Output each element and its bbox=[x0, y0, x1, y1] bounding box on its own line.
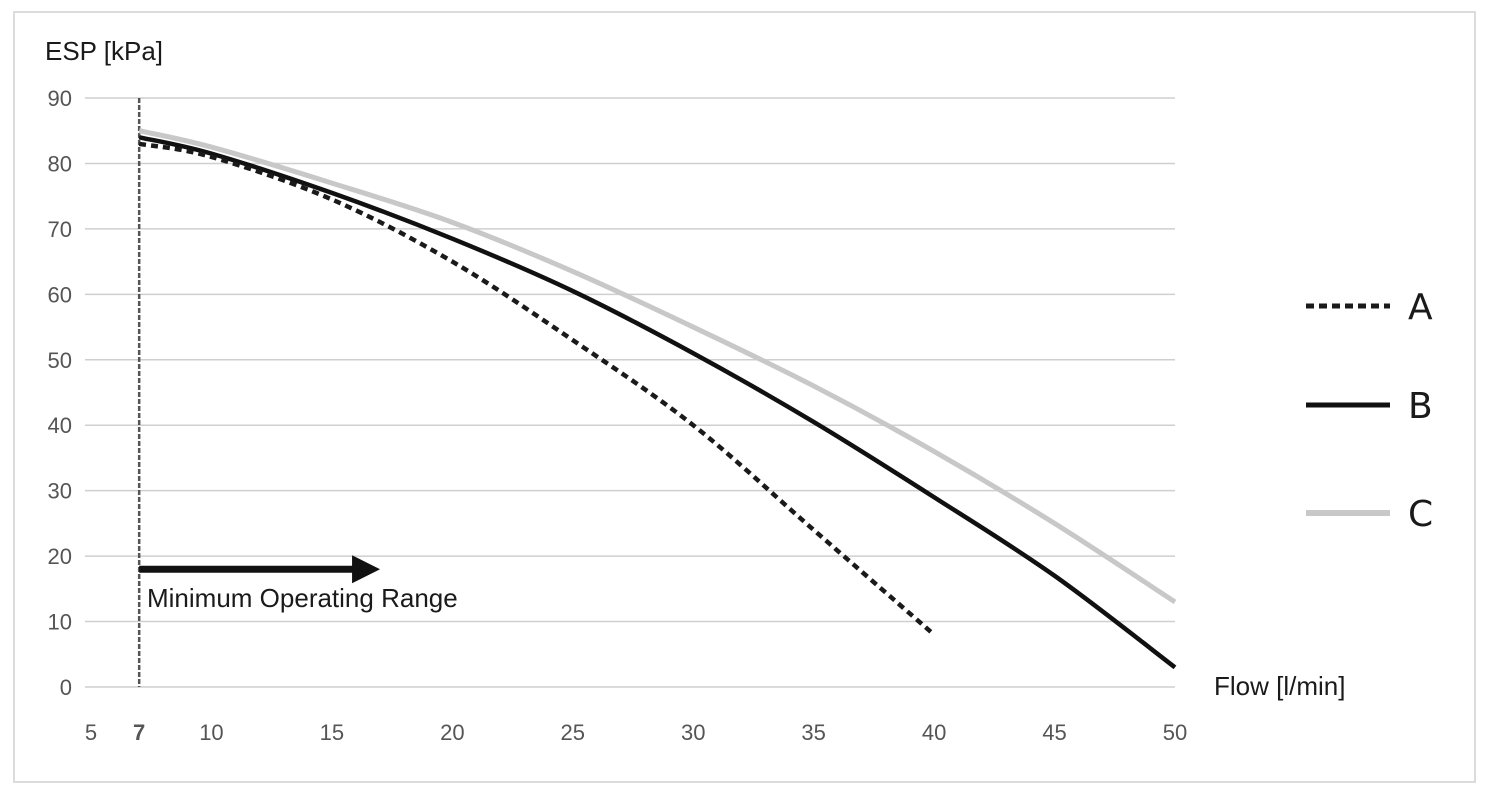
x-tick-40: 40 bbox=[922, 720, 946, 745]
annotation-text: Minimum Operating Range bbox=[147, 583, 458, 613]
x-tick-10: 10 bbox=[199, 720, 223, 745]
x-tick-50: 50 bbox=[1163, 720, 1187, 745]
legend-label-b: B bbox=[1408, 386, 1433, 427]
y-tick-labels: 0 10 20 30 40 50 60 70 80 90 bbox=[48, 86, 72, 700]
x-tick-15: 15 bbox=[320, 720, 344, 745]
x-tick-35: 35 bbox=[801, 720, 825, 745]
y-tick-30: 30 bbox=[48, 479, 72, 504]
x-tick-7: 7 bbox=[133, 720, 145, 745]
y-axis-label: ESP [kPa] bbox=[45, 36, 163, 66]
y-tick-0: 0 bbox=[60, 675, 72, 700]
y-tick-70: 70 bbox=[48, 217, 72, 242]
grid-lines bbox=[85, 97, 1175, 688]
y-tick-40: 40 bbox=[48, 413, 72, 438]
x-axis-label: Flow [l/min] bbox=[1214, 671, 1345, 701]
legend-label-c: C bbox=[1408, 494, 1433, 535]
series-line-a bbox=[138, 141, 936, 637]
y-tick-60: 60 bbox=[48, 282, 72, 307]
x-tick-labels: 5 7 10 15 20 25 30 35 40 45 50 bbox=[85, 720, 1187, 745]
y-tick-80: 80 bbox=[48, 151, 72, 176]
legend-label-a: A bbox=[1408, 287, 1433, 328]
y-tick-10: 10 bbox=[48, 610, 72, 635]
series-lines bbox=[138, 128, 1177, 670]
series-line-b bbox=[138, 135, 1177, 670]
x-tick-45: 45 bbox=[1042, 720, 1066, 745]
y-tick-20: 20 bbox=[48, 544, 72, 569]
x-tick-25: 25 bbox=[561, 720, 585, 745]
legend: A B C bbox=[1306, 287, 1433, 535]
range-arrow-head bbox=[352, 555, 381, 584]
x-tick-5: 5 bbox=[85, 720, 97, 745]
y-tick-90: 90 bbox=[48, 86, 72, 111]
series-line-c bbox=[138, 128, 1177, 605]
operating-range-annotation: Minimum Operating Range bbox=[139, 555, 458, 613]
chart-frame bbox=[13, 11, 1476, 783]
x-tick-30: 30 bbox=[681, 720, 705, 745]
x-tick-20: 20 bbox=[440, 720, 464, 745]
y-tick-50: 50 bbox=[48, 348, 72, 373]
